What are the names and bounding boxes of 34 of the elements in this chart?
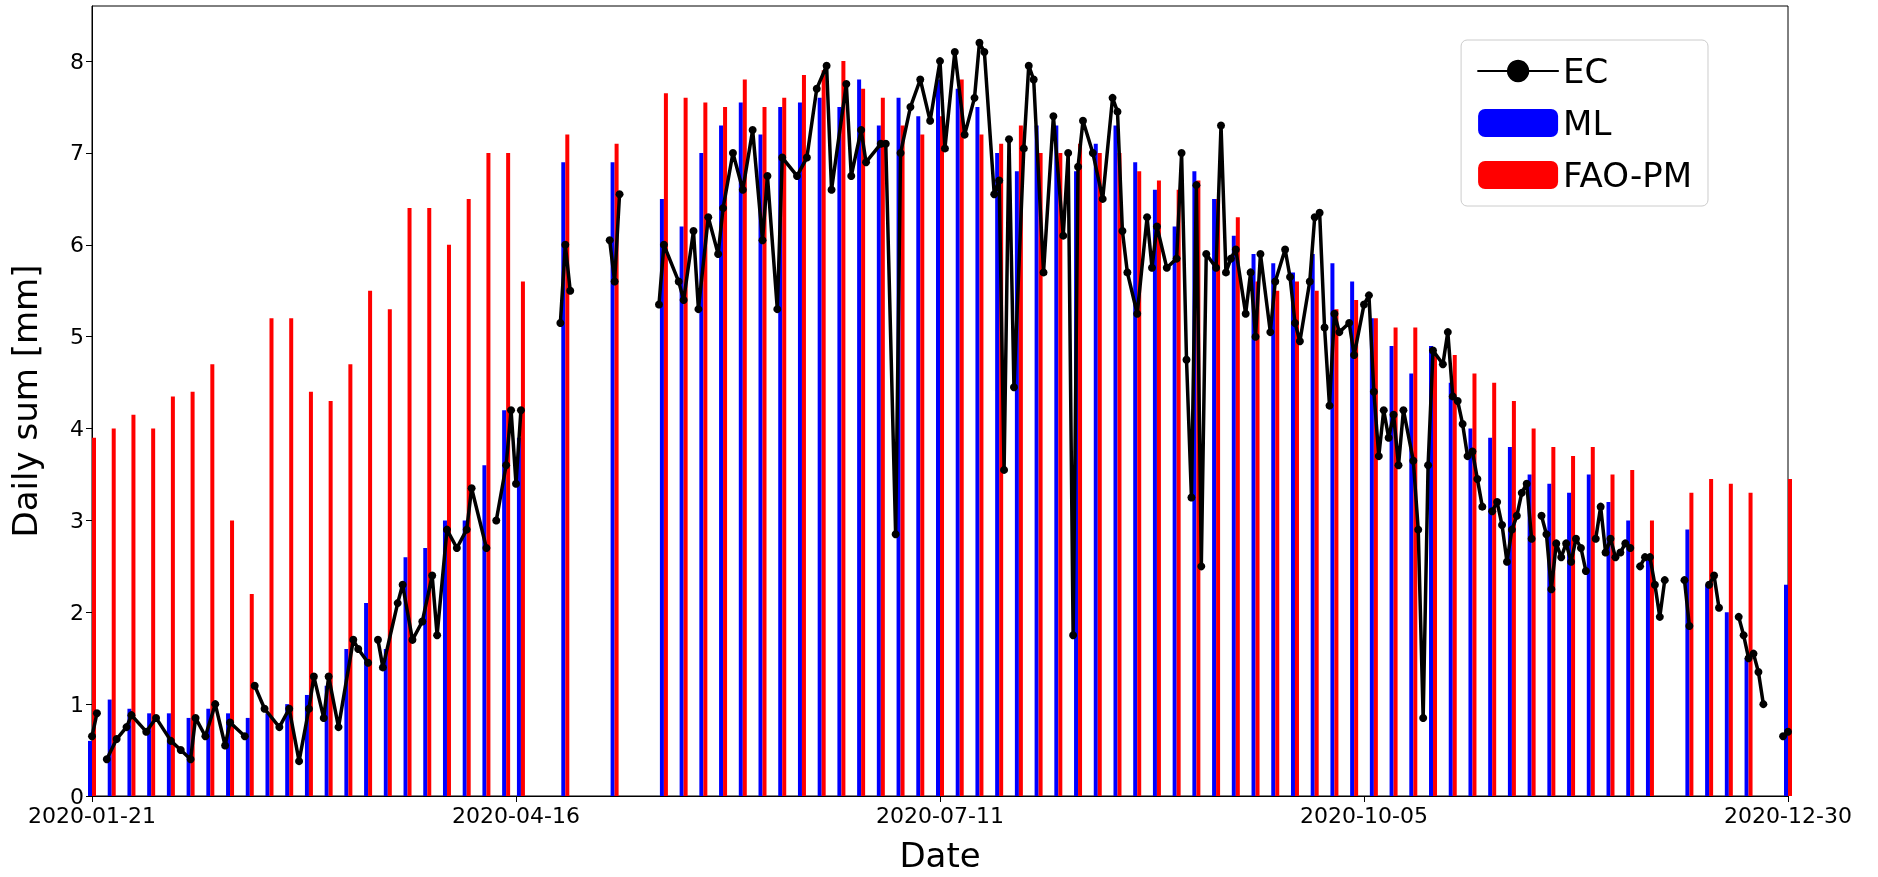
- y-tick-label: 3: [70, 507, 84, 533]
- y-tick-label: 6: [70, 232, 84, 258]
- bar: [1034, 125, 1039, 796]
- legend-label: EC: [1563, 51, 1609, 91]
- bar: [817, 97, 822, 796]
- y-tick-label: 5: [70, 324, 84, 350]
- y-tick-label: 7: [70, 140, 84, 166]
- y-tick-label: 1: [70, 691, 84, 717]
- bar: [920, 134, 925, 796]
- legend-label: FAO-PM: [1563, 155, 1693, 195]
- x-tick-label: 2020-10-05: [1300, 802, 1428, 828]
- y-tick-label: 8: [70, 48, 84, 74]
- y-axis-title: Daily sum [mm]: [5, 264, 45, 538]
- bar: [955, 88, 960, 796]
- bar: [837, 107, 842, 796]
- x-axis-title: Date: [899, 835, 981, 875]
- y-tick-label: 4: [70, 416, 84, 442]
- bar: [1054, 125, 1059, 796]
- bar: [1275, 290, 1280, 796]
- x-tick-label: 2020-12-30: [1724, 802, 1852, 828]
- x-tick-label: 2020-04-16: [452, 802, 580, 828]
- bar: [1728, 483, 1733, 796]
- bar: [1113, 125, 1118, 796]
- bar: [387, 309, 392, 796]
- bar: [979, 134, 984, 796]
- legend-label: ML: [1563, 103, 1612, 143]
- x-tick-label: 2020-07-11: [876, 802, 1004, 828]
- bar: [936, 79, 940, 796]
- bar: [1724, 612, 1729, 796]
- bar: [916, 116, 921, 796]
- y-tick-label: 2: [70, 599, 84, 625]
- bar: [269, 318, 274, 796]
- bar: [975, 107, 980, 796]
- bar: [1314, 290, 1319, 796]
